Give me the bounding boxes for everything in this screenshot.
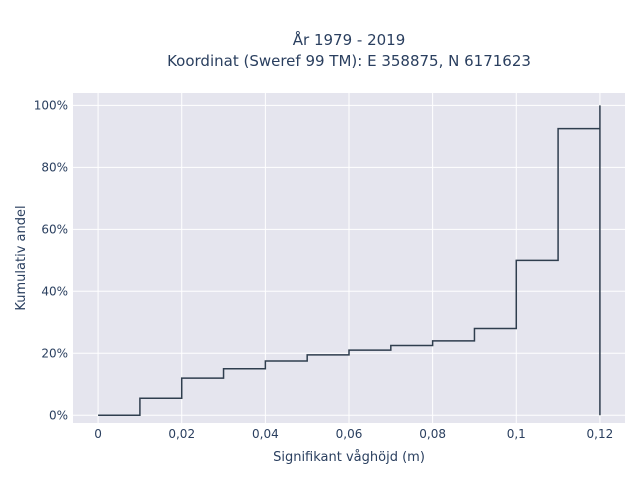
y-tick-label: 100%	[34, 98, 68, 112]
cumulative-step-line	[98, 105, 601, 417]
y-tick-label: 60%	[41, 222, 68, 236]
chart-title-line2: Koordinat (Sweref 99 TM): E 358875, N 61…	[167, 52, 531, 70]
y-tick-label: 0%	[49, 408, 68, 422]
x-tick-label: 0,08	[419, 427, 446, 441]
x-tick-label: 0,04	[252, 427, 279, 441]
x-tick-label: 0,12	[587, 427, 614, 441]
grid	[73, 93, 625, 423]
x-tick-label: 0,02	[168, 427, 195, 441]
x-tick-label: 0,06	[336, 427, 363, 441]
x-axis-title: Signifikant våghöjd (m)	[273, 450, 425, 465]
y-axis-title: Kumulativ andel	[14, 205, 29, 310]
x-tick-label: 0,1	[507, 427, 526, 441]
x-tick-label: 0	[94, 427, 102, 441]
chart-title-line1: År 1979 - 2019	[293, 30, 406, 49]
y-tick-label: 20%	[41, 346, 68, 360]
y-tick-label: 40%	[41, 284, 68, 298]
y-tick-label: 80%	[41, 160, 68, 174]
tick-labels: 0 0,02 0,04 0,06 0,08 0,1 0,12 0% 20% 40% 60% 80% 10…	[34, 98, 614, 441]
